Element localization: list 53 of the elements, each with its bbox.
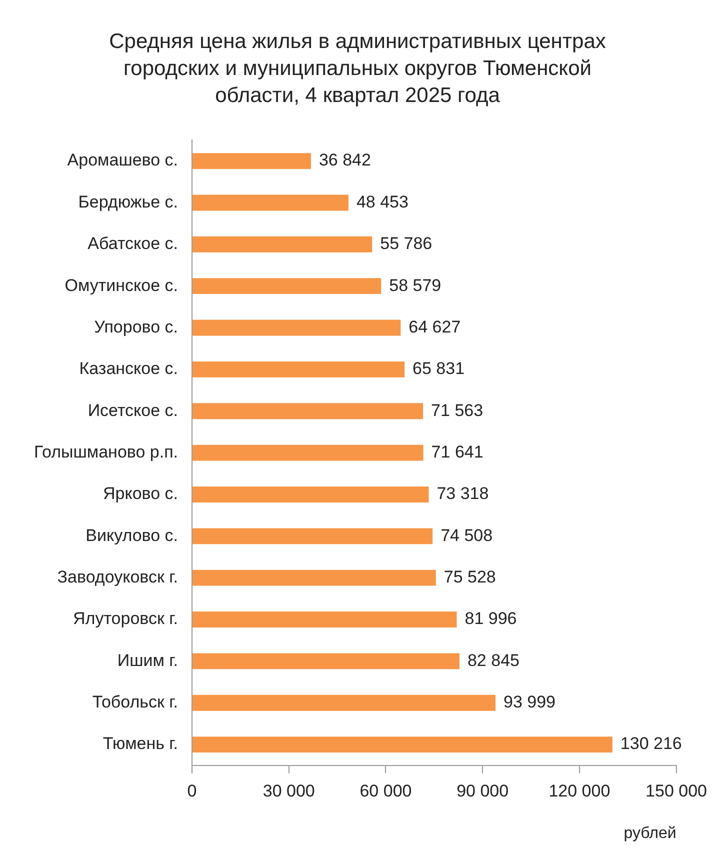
data-label: 65 831	[412, 359, 465, 378]
bar	[192, 736, 612, 753]
x-tick-label: 60 000	[360, 781, 412, 800]
data-label: 82 845	[467, 650, 520, 670]
y-tick-label: Заводоуковск г.	[57, 568, 178, 587]
bar	[192, 444, 424, 461]
data-label: 75 528	[444, 568, 496, 587]
data-label: 71 641	[431, 442, 484, 462]
y-tick-label: Упорово с.	[94, 317, 178, 336]
y-tick-label: Тобольск г.	[92, 692, 178, 712]
y-tick-label: Ишим г.	[117, 650, 178, 670]
data-label: 36 842	[318, 150, 371, 170]
bar	[192, 236, 372, 252]
data-label: 81 996	[464, 609, 517, 628]
data-label: 64 627	[408, 317, 461, 336]
data-label: 71 563	[431, 400, 484, 420]
bar	[192, 278, 382, 294]
y-tick-label: Тюмень г.	[102, 734, 178, 754]
y-tick-label: Ярково с.	[102, 484, 178, 504]
bar	[192, 528, 433, 544]
y-tick-label: Ялуторовск г.	[73, 609, 178, 628]
data-label: 74 508	[440, 526, 493, 545]
bar	[192, 194, 348, 211]
bar	[192, 320, 401, 336]
x-tick-label: 120 000	[548, 781, 610, 800]
bar	[192, 153, 311, 170]
x-tick-label: 0	[187, 781, 197, 800]
data-label: 58 579	[389, 276, 442, 295]
y-tick-label: Исетское с.	[88, 400, 178, 420]
bar	[192, 570, 436, 586]
x-tick-label: 150 000	[646, 781, 707, 800]
y-tick-label: Аромашево с.	[67, 150, 178, 170]
bar	[192, 486, 429, 502]
bar	[192, 361, 405, 378]
data-label: 55 786	[380, 234, 432, 254]
chart-title: Средняя цена жилья в административных центрах городских и муниципальных округов Тюменской области, 4 квартал 2025 года	[108, 29, 607, 109]
y-tick-label: Казанское с.	[79, 359, 178, 378]
data-label: 48 453	[356, 192, 408, 212]
x-axis-title: рублей	[624, 824, 676, 842]
y-tick-label: Голышманово р.п.	[34, 442, 178, 462]
bar	[192, 694, 496, 711]
bar	[192, 403, 424, 420]
y-tick-label: Викулово с.	[86, 526, 178, 545]
x-tick-label: 90 000	[456, 781, 509, 800]
data-label: 130 216	[620, 734, 682, 754]
bar	[192, 612, 457, 628]
y-tick-label: Абатское с.	[88, 234, 178, 254]
y-tick-label: Омутинское с.	[64, 276, 178, 295]
x-tick-label: 30 000	[262, 781, 315, 800]
data-label: 93 999	[503, 692, 556, 712]
y-tick-label: Бердюжье с.	[78, 192, 178, 212]
bar	[192, 653, 460, 670]
data-label: 73 318	[436, 484, 489, 504]
